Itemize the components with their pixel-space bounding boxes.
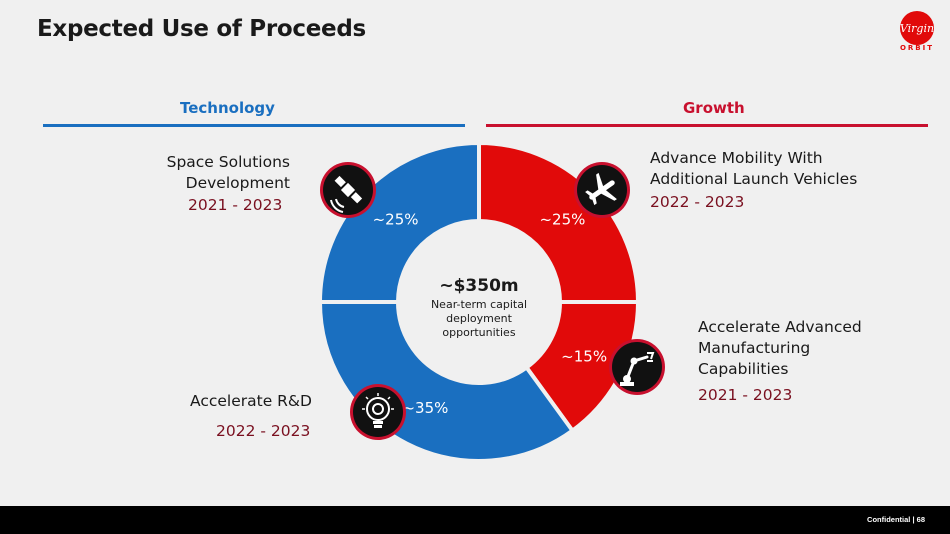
center-caption-line3: opportunities (442, 326, 515, 339)
mobility-label: Advance Mobility With Additional Launch … (650, 149, 858, 188)
donut-slice-label-2: ~15% (561, 348, 607, 366)
growth-divider (486, 124, 928, 127)
center-caption-line2: deployment (446, 312, 512, 325)
donut-slice-4 (317, 140, 481, 304)
donut-slice-label-1: ~25% (539, 211, 585, 229)
space-solutions-label: Space Solutions Development (166, 153, 290, 192)
growth-heading: Growth (683, 99, 745, 117)
logo-wordmark: ORBIT (899, 44, 935, 52)
page-title: Expected Use of Proceeds (37, 16, 366, 42)
footer-confidential: Confidential | 68 (867, 515, 925, 524)
airplane-icon (574, 162, 630, 218)
center-amount: ~$350m (439, 276, 518, 296)
virgin-orbit-logo: Virgin (900, 11, 934, 45)
lightbulb-gear-icon (350, 384, 406, 440)
rnd-label: Accelerate R&D (190, 392, 312, 410)
svg-text:Virgin: Virgin (900, 22, 934, 35)
robot-arm-icon (609, 339, 665, 395)
footer-bar: Confidential | 68 (0, 506, 950, 534)
donut-slice-label-4: ~25% (373, 211, 419, 229)
manufacturing-label: Accelerate Advanced Manufacturing Capabi… (698, 318, 862, 378)
donut-slice-label-3: ~35% (402, 399, 448, 417)
technology-heading: Technology (180, 99, 275, 117)
technology-divider (43, 124, 465, 127)
space-solutions-period: 2021 - 2023 (188, 196, 283, 214)
center-caption-line1: Near-term capital (431, 298, 527, 311)
donut-slice-1 (477, 140, 641, 304)
mobility-period: 2022 - 2023 (650, 193, 745, 211)
rnd-period: 2022 - 2023 (216, 422, 311, 440)
satellite-icon (320, 162, 376, 218)
manufacturing-period: 2021 - 2023 (698, 386, 793, 404)
